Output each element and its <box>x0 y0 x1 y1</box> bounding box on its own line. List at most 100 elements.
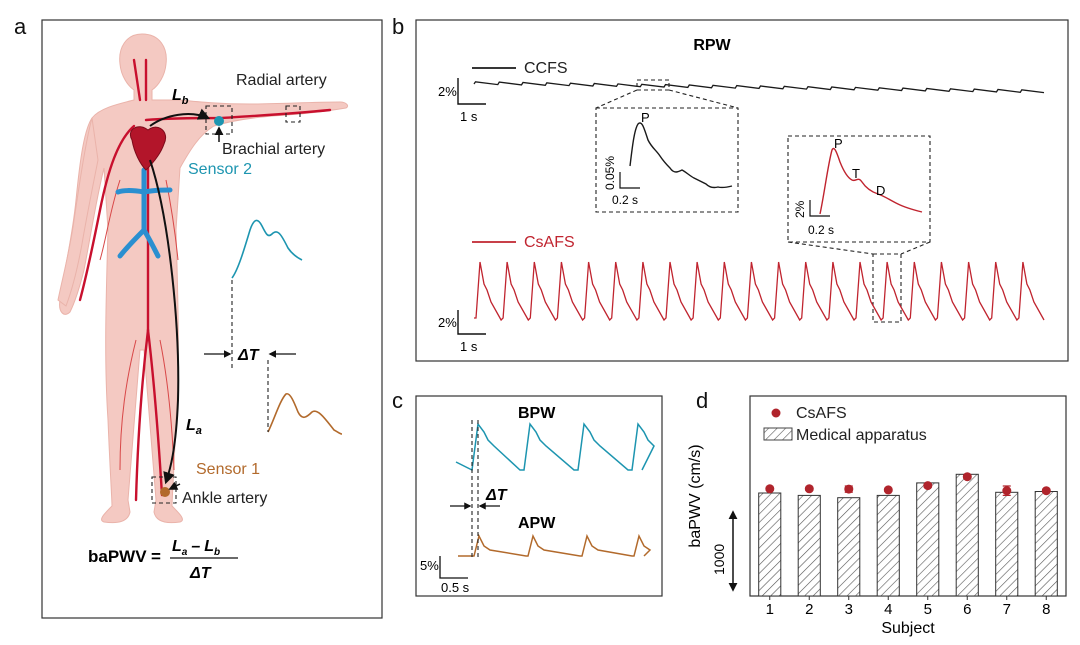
x-tick-label-2: 2 <box>805 601 813 618</box>
x-tick-label-3: 3 <box>845 601 853 618</box>
ccfs-inset-scale-x: 0.2 s <box>612 193 638 207</box>
panel-c-frame <box>415 395 663 597</box>
points-layer <box>765 472 1051 496</box>
sensor-1-marker <box>160 487 170 497</box>
csafs-scale-x: 1 s <box>460 339 478 354</box>
sensor-2-waveform <box>231 219 303 279</box>
csafs-trace <box>474 261 1045 322</box>
sensor-2-marker <box>214 116 224 126</box>
plot-area-frame <box>749 395 1067 597</box>
x-tick-label-6: 6 <box>963 601 971 618</box>
radial-artery-label: Radial artery <box>236 72 327 89</box>
panel-letter-c: c <box>392 388 403 413</box>
c-delta-t-label: ΔT <box>485 487 508 504</box>
x-tick-label-8: 8 <box>1042 601 1050 618</box>
bapwv-formula: baPWV = La – Lb ΔT <box>88 538 238 582</box>
legend-apparatus-label: Medical apparatus <box>796 427 927 444</box>
ccfs-inset-scale-bar <box>619 172 640 189</box>
formula-numerator: La – Lb <box>172 538 220 558</box>
csafs-inset-scale-bar <box>809 200 830 217</box>
x-tick-labels: 1 2 3 4 5 6 7 8 <box>766 596 1050 618</box>
panel-a-frame <box>41 19 383 619</box>
csafs-scale-y: 2% <box>438 315 457 330</box>
bar-subject-2 <box>797 494 821 597</box>
point-subject-7 <box>1002 486 1012 496</box>
ankle-pointer <box>168 481 181 490</box>
venous-tree <box>115 167 173 259</box>
bar-subject-7 <box>995 491 1019 597</box>
ccfs-scale-bar <box>457 78 486 105</box>
point-subject-5 <box>923 481 933 491</box>
csafs-zoom-line-right <box>900 241 931 255</box>
panel-letter-d: d <box>696 388 708 413</box>
bar-subject-6 <box>955 473 979 597</box>
c-scale-y: 5% <box>420 558 439 573</box>
lb-label: Lb <box>172 87 189 107</box>
bars-layer <box>758 473 1058 597</box>
arterial-tree <box>78 58 332 502</box>
x-tick-label-4: 4 <box>884 601 892 618</box>
y-axis-title: baPWV (cm/s) <box>687 444 704 547</box>
csafs-inset-scale-x: 0.2 s <box>808 223 834 237</box>
panel-d: d 1 2 3 4 5 6 7 8 Subject baPWV (cm/s) 1000 CsA… <box>687 388 1067 637</box>
sensor-1-waveform <box>267 392 343 435</box>
formula-denominator: ΔT <box>189 565 212 582</box>
la-label: La <box>186 417 202 437</box>
rpw-title: RPW <box>693 37 731 54</box>
delta-t-label: ΔT <box>237 347 260 364</box>
csafs-inset-p-label: P <box>834 136 843 151</box>
x-tick-label-1: 1 <box>766 601 774 618</box>
c-scale-bar <box>439 556 468 579</box>
panel-a: a <box>14 14 383 619</box>
formula-lhs: baPWV <box>88 547 147 566</box>
bar-subject-4 <box>876 494 900 597</box>
ccfs-zoom-line-right <box>668 89 739 109</box>
bar-subject-1 <box>758 492 782 597</box>
point-subject-8 <box>1041 486 1051 496</box>
bpw-title: BPW <box>518 405 556 422</box>
ankle-artery-label: Ankle artery <box>182 490 267 507</box>
panel-b: b RPW CCFS 2% 1 s P 0.05% 0.2 s P T D 2%… <box>392 14 1069 362</box>
legend-csafs-label: CsAFS <box>796 405 847 422</box>
ccfs-zoom-line-left <box>595 89 638 109</box>
panel-c: c BPW APW ΔT 5% 0.5 s <box>392 388 663 597</box>
point-subject-1 <box>765 484 775 494</box>
ccfs-zoom-box <box>636 79 670 91</box>
panel-b-frame <box>415 19 1069 362</box>
bar-subject-3 <box>837 497 861 597</box>
csafs-inset-waveform <box>819 147 923 215</box>
ccfs-legend-label: CCFS <box>524 60 568 77</box>
brachial-artery-label: Brachial artery <box>222 141 325 158</box>
apw-trace <box>458 533 652 557</box>
la-path-arrow <box>149 159 180 485</box>
csafs-inset-d-label: D <box>876 183 885 198</box>
csafs-inset-scale-y: 2% <box>793 200 807 218</box>
panel-letter-b: b <box>392 14 404 39</box>
ccfs-inset-scale-y: 0.05% <box>603 156 617 190</box>
heart-icon <box>130 126 166 171</box>
ccfs-inset-peak-label: P <box>641 110 650 125</box>
ankle-sensor-box <box>151 476 177 504</box>
bar-subject-8 <box>1034 491 1058 597</box>
formula-equals: = <box>151 547 161 566</box>
radial-sensor-box <box>285 105 301 123</box>
c-scale-x: 0.5 s <box>441 580 470 595</box>
apw-title: APW <box>518 515 556 532</box>
legend-csafs-marker <box>771 408 781 418</box>
lb-path-arrow <box>149 108 211 127</box>
ccfs-scale-x: 1 s <box>460 109 478 124</box>
point-subject-6 <box>962 472 972 482</box>
x-tick-label-7: 7 <box>1003 601 1011 618</box>
y-scale-label: 1000 <box>711 544 727 575</box>
bar-subject-5 <box>916 482 940 597</box>
x-axis-title: Subject <box>881 620 935 637</box>
ccfs-inset-waveform <box>629 122 733 189</box>
point-subject-3 <box>844 484 854 494</box>
ccfs-trace <box>473 81 1045 94</box>
csafs-inset-frame <box>787 135 931 243</box>
csafs-inset-t-label: T <box>852 166 860 181</box>
csafs-zoom-box <box>872 253 902 323</box>
legend-apparatus-swatch <box>763 427 793 441</box>
sensor-1-label: Sensor 1 <box>196 461 260 478</box>
